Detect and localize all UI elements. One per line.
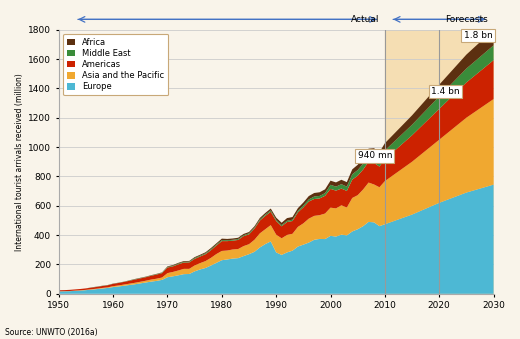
Text: 1.4 bn: 1.4 bn xyxy=(431,87,460,96)
Text: Source: UNWTO (2016a): Source: UNWTO (2016a) xyxy=(5,328,98,337)
Y-axis label: International tourist arrivals received (million): International tourist arrivals received … xyxy=(15,73,24,251)
Text: 940 mn: 940 mn xyxy=(358,151,392,160)
Legend: Africa, Middle East, Americas, Asia and the Pacific, Europe: Africa, Middle East, Americas, Asia and … xyxy=(63,34,168,96)
Bar xyxy=(385,29,493,294)
Text: Forecasts: Forecasts xyxy=(445,15,488,24)
Text: 1.8 bn: 1.8 bn xyxy=(464,31,492,40)
Text: Actual: Actual xyxy=(351,15,380,24)
